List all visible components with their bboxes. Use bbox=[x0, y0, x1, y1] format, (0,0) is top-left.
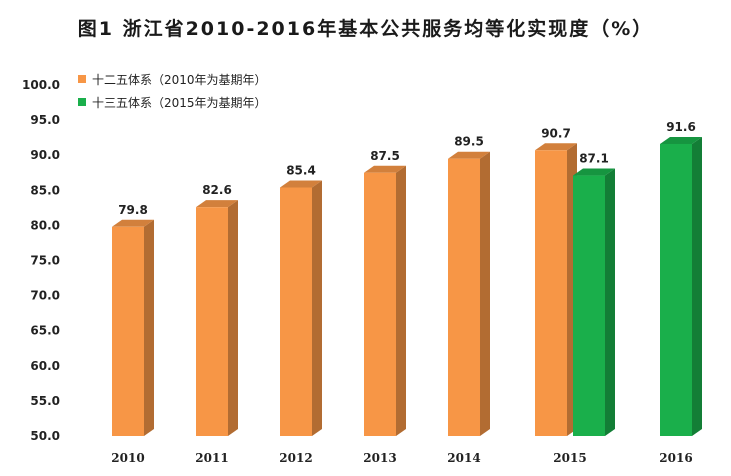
chart-title: 图1 浙江省2010-2016年基本公共服务均等化实现度（%） bbox=[77, 18, 654, 40]
data-label: 89.5 bbox=[454, 135, 484, 149]
legend-item-s12: 十二五体系（2010年为基期年） bbox=[78, 73, 267, 87]
bar-2014-s12 bbox=[448, 151, 490, 436]
bar-2010-s12 bbox=[112, 219, 154, 436]
y-tick-label: 70.0 bbox=[30, 289, 60, 303]
y-tick-label: 55.0 bbox=[30, 394, 60, 408]
bar-2016-s13 bbox=[660, 136, 702, 436]
data-label: 87.1 bbox=[579, 152, 609, 166]
data-label: 79.8 bbox=[118, 203, 148, 217]
y-tick-label: 85.0 bbox=[30, 183, 60, 197]
bar-2015-s12 bbox=[535, 143, 577, 436]
data-label: 85.4 bbox=[286, 163, 316, 177]
bar-2011-s12 bbox=[196, 200, 238, 436]
bar-2015-s13 bbox=[573, 168, 615, 437]
y-tick-label: 90.0 bbox=[30, 148, 60, 162]
data-label: 90.7 bbox=[541, 126, 571, 140]
x-tick-label: 2014 bbox=[447, 451, 480, 465]
y-tick-label: 80.0 bbox=[30, 218, 60, 232]
x-tick-label: 2015 bbox=[553, 451, 586, 465]
y-tick-label: 60.0 bbox=[30, 359, 60, 373]
x-tick-label: 2016 bbox=[659, 451, 692, 465]
data-label: 82.6 bbox=[202, 183, 232, 197]
y-tick-label: 75.0 bbox=[30, 254, 60, 268]
data-label: 91.6 bbox=[666, 120, 696, 134]
legend-label: 十二五体系（2010年为基期年） bbox=[92, 73, 267, 87]
legend-item-s13: 十三五体系（2015年为基期年） bbox=[78, 96, 267, 110]
legend-swatch bbox=[78, 75, 86, 83]
x-tick-label: 2010 bbox=[111, 451, 144, 465]
legend-label: 十三五体系（2015年为基期年） bbox=[92, 96, 267, 110]
y-tick-label: 50.0 bbox=[30, 429, 60, 443]
bar-2012-s12 bbox=[280, 180, 322, 436]
legend-swatch bbox=[78, 98, 86, 106]
bar-2013-s12 bbox=[364, 165, 406, 436]
x-tick-label: 2012 bbox=[279, 451, 312, 465]
x-tick-label: 2011 bbox=[195, 451, 228, 465]
y-tick-label: 95.0 bbox=[30, 113, 60, 127]
y-tick-label: 100.0 bbox=[22, 78, 60, 92]
y-tick-label: 65.0 bbox=[30, 324, 60, 338]
data-label: 87.5 bbox=[370, 149, 400, 163]
x-tick-label: 2013 bbox=[363, 451, 396, 465]
